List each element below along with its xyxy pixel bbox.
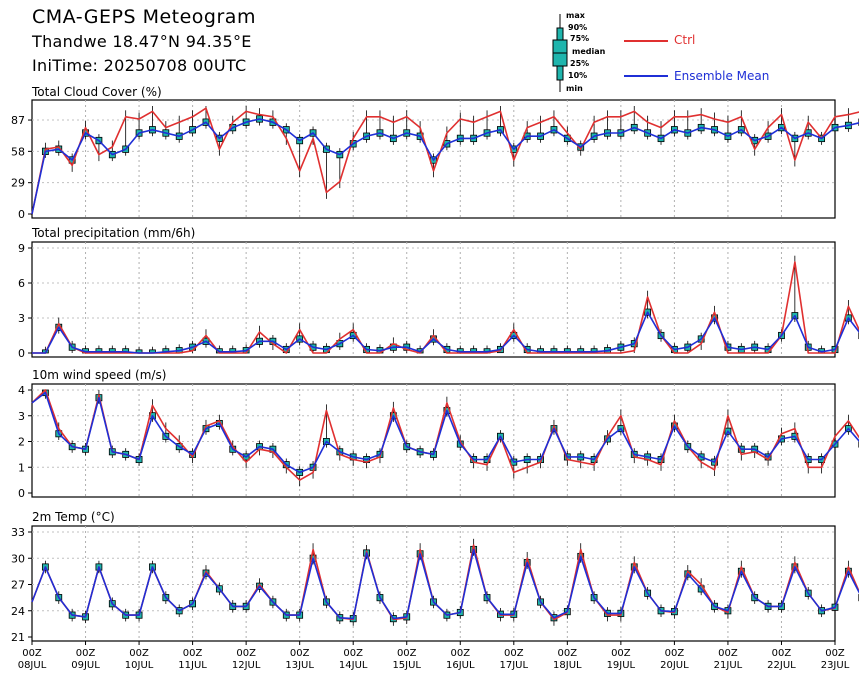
x-tick-label-date: 11JUL (178, 660, 207, 671)
x-axis: 00Z08JUL00Z09JUL00Z10JUL00Z11JUL00Z12JUL… (18, 641, 850, 671)
x-tick-label-time: 00Z (236, 648, 256, 659)
y-tick-label: 9 (18, 242, 25, 255)
x-tick-label-time: 00Z (558, 648, 578, 659)
legend-mean-line (624, 75, 668, 77)
panel-1: Total Cloud Cover (%) 0 29 58 87 (11, 85, 859, 221)
mean-line (32, 311, 859, 354)
x-tick-label-time: 00Z (504, 648, 524, 659)
x-tick-label-time: 00Z (825, 648, 845, 659)
y-tick-label: 30 (11, 552, 25, 565)
legend-box-label: max (566, 11, 586, 20)
ctrl-line (31, 107, 859, 215)
init-time-label: IniTime: 20250708 00UTC (32, 56, 247, 75)
y-tick-label: 24 (11, 605, 25, 618)
legend-box-label: min (566, 84, 583, 93)
x-tick-label-date: 19JUL (607, 660, 636, 671)
panel-2: Total precipitation (mm/6h) 0 3 6 9 (18, 226, 859, 360)
y-tick-label: 3 (18, 410, 25, 423)
panel-3: 10m wind speed (m/s) 0 1 2 3 4 (18, 368, 859, 500)
ctrl-line (32, 261, 859, 354)
x-tick-label-time: 00Z (76, 648, 96, 659)
y-tick-label: 4 (18, 384, 25, 397)
panel-frame (31, 525, 836, 642)
y-tick-label: 29 (11, 177, 25, 190)
x-tick-label-date: 20JUL (660, 660, 689, 671)
y-tick-label: 3 (18, 312, 25, 325)
y-tick-label: 1 (18, 461, 25, 474)
panel-title: Total Cloud Cover (%) (31, 85, 162, 99)
x-tick-label-date: 21JUL (714, 660, 743, 671)
x-tick-label-date: 18JUL (553, 660, 582, 671)
panel-4: 2m Temp (°C) 21 24 27 30 33 (11, 510, 859, 644)
x-tick-label-time: 00Z (129, 648, 149, 659)
y-tick-label: 0 (18, 208, 25, 221)
y-tick-label: 21 (11, 631, 25, 644)
x-tick-label-time: 00Z (183, 648, 203, 659)
legend-mean-label: Ensemble Mean (674, 69, 770, 83)
y-tick-label: 27 (11, 579, 25, 592)
legend-ctrl-label: Ctrl (674, 33, 696, 47)
legend-box-label: median (572, 47, 606, 56)
x-tick-label-date: 12JUL (232, 660, 261, 671)
chart-title: CMA-GEPS Meteogram (32, 6, 256, 28)
x-tick-label-time: 00Z (397, 648, 417, 659)
boxplot-legend: max 90% 75% median 25% 10% min (552, 11, 606, 93)
y-tick-label: 33 (11, 526, 25, 539)
location-label: Thandwe 18.47°N 94.35°E (32, 32, 252, 51)
x-tick-label-date: 14JUL (339, 660, 368, 671)
y-tick-label: 87 (11, 114, 25, 127)
x-tick-label-time: 00Z (772, 648, 792, 659)
panel-title: Total precipitation (mm/6h) (31, 226, 195, 240)
x-tick-label-date: 23JUL (821, 660, 850, 671)
legend-box-label: 10% (568, 71, 587, 80)
mean-line (31, 118, 859, 215)
legend-box-label: 25% (570, 59, 589, 68)
x-tick-label-date: 10JUL (125, 660, 154, 671)
y-tick-label: 0 (18, 487, 25, 500)
x-tick-label-date: 09JUL (71, 660, 100, 671)
x-tick-label-time: 00Z (22, 648, 42, 659)
legend-box-label: 90% (568, 23, 587, 32)
y-tick-label: 6 (18, 277, 25, 290)
x-tick-label-date: 13JUL (285, 660, 314, 671)
panel-title: 10m wind speed (m/s) (32, 368, 166, 382)
mean-line (31, 548, 859, 620)
x-tick-label-date: 16JUL (446, 660, 475, 671)
x-tick-label-time: 00Z (343, 648, 363, 659)
y-tick-label: 0 (18, 347, 25, 360)
y-tick-label: 58 (11, 145, 25, 158)
x-tick-label-date: 22JUL (767, 660, 796, 671)
legend-ctrl-line (624, 40, 668, 42)
x-tick-label-time: 00Z (665, 648, 685, 659)
x-tick-label-time: 00Z (611, 648, 631, 659)
x-tick-label-time: 00Z (718, 648, 738, 659)
mean-line (31, 391, 859, 474)
panel-title: 2m Temp (°C) (32, 510, 115, 524)
y-tick-label: 2 (18, 436, 25, 449)
x-tick-label-date: 15JUL (392, 660, 421, 671)
legend-box-label: 75% (570, 34, 589, 43)
x-tick-label-date: 17JUL (500, 660, 529, 671)
x-tick-label-date: 08JUL (18, 660, 47, 671)
x-tick-label-time: 00Z (290, 648, 310, 659)
x-tick-label-time: 00Z (450, 648, 470, 659)
